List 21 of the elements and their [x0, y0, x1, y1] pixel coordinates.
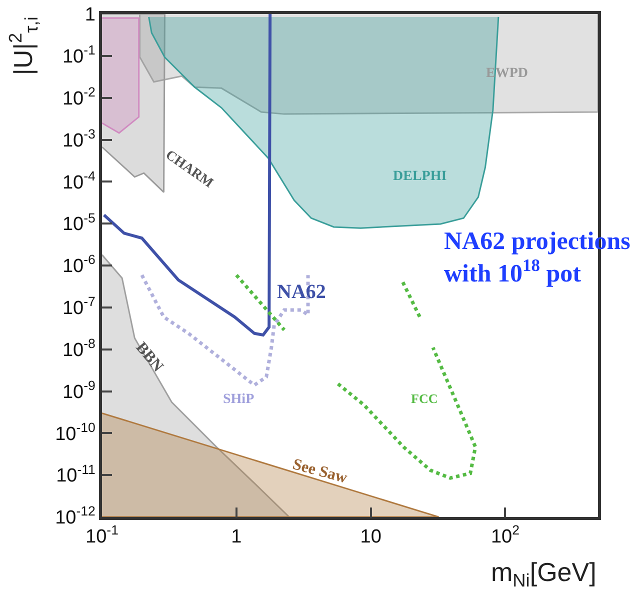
- x-tick-label: 10: [360, 526, 382, 548]
- y-tick-label: 10$^{-11}$: [56, 462, 96, 487]
- y-tick-label: 10$^{-9}$: [62, 378, 96, 403]
- x-tick-label: 1: [231, 526, 242, 548]
- y-tick-label: 10$^{-1}$: [62, 42, 96, 68]
- y-tick-label: 10$^{-2}$: [62, 84, 96, 110]
- y-tick-label: 10$^{-6}$: [62, 252, 96, 278]
- y-tick-label: 10$^{-5}$: [62, 210, 96, 236]
- y-tick-label: 10$^{-7}$: [62, 294, 96, 320]
- annotation: SHiP: [223, 392, 255, 407]
- annotation: See Saw: [290, 456, 350, 487]
- y-tick-label: 1: [84, 4, 96, 26]
- y-tick-label: 10$^{-10}$: [55, 420, 96, 445]
- annotation: DELPHI: [393, 169, 447, 184]
- x-tick-label: 10$^{2}$: [490, 522, 520, 548]
- y-tick-label: 10$^{-8}$: [62, 336, 96, 361]
- y-tick-label: 10$^{-4}$: [62, 168, 96, 194]
- y-tick-label: 10$^{-3}$: [62, 126, 96, 152]
- annotation: NA62: [277, 281, 326, 303]
- x-axis-title: m$_{Ni}$[GeV]: [491, 557, 596, 590]
- annotation: FCC: [411, 391, 438, 406]
